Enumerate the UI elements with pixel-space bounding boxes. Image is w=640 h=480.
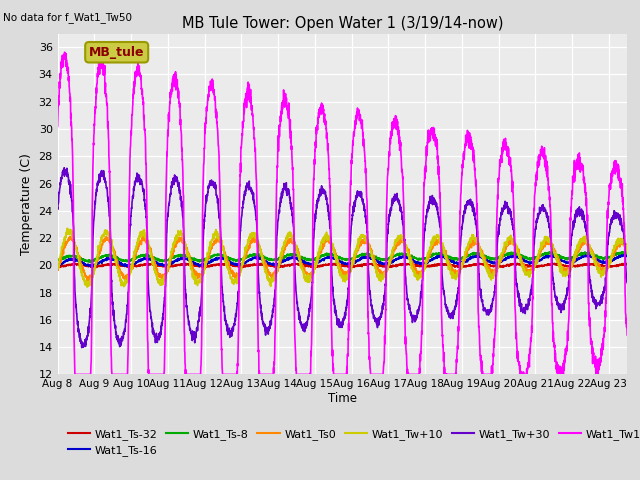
Wat1_Ts-32 xyxy=(93,264,100,270)
Wat1_Tw100 xyxy=(551,348,559,354)
Wat1_Ts-8 xyxy=(297,254,305,260)
Wat1_Ts-16 xyxy=(623,253,631,259)
Wat1_Tw+10 xyxy=(297,264,305,270)
Wat1_Tw+30 xyxy=(54,204,61,210)
Wat1_Tw+10 xyxy=(273,270,280,276)
Wat1_Ts-32 xyxy=(153,264,161,269)
Wat1_Ts-32 xyxy=(119,262,127,268)
Wat1_Tw+10 xyxy=(54,264,61,270)
Line: Wat1_Tw+10: Wat1_Tw+10 xyxy=(58,228,627,287)
Wat1_Tw+30 xyxy=(119,336,127,341)
Wat1_Ts0 xyxy=(623,248,631,254)
Wat1_Ts-32 xyxy=(297,262,305,267)
Wat1_Ts-8 xyxy=(623,251,631,257)
Line: Wat1_Ts0: Wat1_Ts0 xyxy=(58,236,627,281)
Line: Wat1_Tw+30: Wat1_Tw+30 xyxy=(58,168,627,348)
Legend: Wat1_Ts-32, Wat1_Ts-16, Wat1_Ts-8, Wat1_Ts0, Wat1_Tw+10, Wat1_Tw+30, Wat1_Tw100: Wat1_Ts-32, Wat1_Ts-16, Wat1_Ts-8, Wat1_… xyxy=(63,424,640,460)
Wat1_Tw100 xyxy=(54,123,61,129)
Wat1_Ts0 xyxy=(273,269,280,275)
Wat1_Ts0 xyxy=(119,272,127,277)
X-axis label: Time: Time xyxy=(328,392,357,405)
Wat1_Ts-16 xyxy=(297,258,305,264)
Wat1_Tw+30 xyxy=(273,247,280,252)
Wat1_Tw100 xyxy=(273,189,280,194)
Wat1_Ts-32 xyxy=(551,262,559,268)
Wat1_Ts0 xyxy=(551,250,559,256)
Text: MB_tule: MB_tule xyxy=(89,46,145,59)
Title: MB Tule Tower: Open Water 1 (3/19/14-now): MB Tule Tower: Open Water 1 (3/19/14-now… xyxy=(182,16,503,31)
Wat1_Tw+10 xyxy=(623,250,631,256)
Wat1_Tw+10 xyxy=(119,280,127,286)
Wat1_Tw100 xyxy=(153,372,161,377)
Wat1_Tw+30 xyxy=(623,280,631,286)
Wat1_Ts-16 xyxy=(125,264,132,270)
Wat1_Tw+30 xyxy=(78,345,86,350)
Wat1_Ts-32 xyxy=(513,261,521,266)
Wat1_Ts-16 xyxy=(273,262,280,268)
Line: Wat1_Ts-8: Wat1_Ts-8 xyxy=(58,252,627,263)
Wat1_Ts-32 xyxy=(612,264,620,269)
Wat1_Tw+30 xyxy=(612,210,620,216)
Wat1_Ts-16 xyxy=(551,254,559,260)
Wat1_Ts0 xyxy=(612,246,620,252)
Wat1_Ts-16 xyxy=(118,262,126,268)
Wat1_Ts0 xyxy=(83,278,91,284)
Wat1_Ts0 xyxy=(297,259,305,265)
Wat1_Ts-8 xyxy=(551,252,559,257)
Wat1_Tw+10 xyxy=(612,240,620,246)
Wat1_Tw+10 xyxy=(153,273,161,278)
Wat1_Ts-32 xyxy=(623,261,631,266)
Wat1_Tw100 xyxy=(297,372,305,377)
Wat1_Tw100 xyxy=(61,49,68,55)
Wat1_Ts-8 xyxy=(612,252,620,258)
Line: Wat1_Tw100: Wat1_Tw100 xyxy=(58,52,627,374)
Wat1_Tw100 xyxy=(612,168,620,173)
Wat1_Ts-16 xyxy=(612,254,620,260)
Wat1_Ts0 xyxy=(54,263,61,269)
Wat1_Tw+30 xyxy=(153,338,161,344)
Wat1_Tw100 xyxy=(119,372,127,377)
Wat1_Ts0 xyxy=(140,233,147,239)
Wat1_Tw+30 xyxy=(297,319,305,325)
Wat1_Tw+30 xyxy=(551,292,559,298)
Line: Wat1_Ts-32: Wat1_Ts-32 xyxy=(58,264,627,267)
Text: No data for f_Wat1_Tw50: No data for f_Wat1_Tw50 xyxy=(3,12,132,23)
Wat1_Ts-8 xyxy=(273,258,280,264)
Wat1_Ts-32 xyxy=(273,264,280,269)
Line: Wat1_Ts-16: Wat1_Ts-16 xyxy=(58,254,627,267)
Wat1_Tw+10 xyxy=(83,284,91,290)
Wat1_Ts-8 xyxy=(87,260,95,265)
Wat1_Ts-8 xyxy=(622,249,630,254)
Y-axis label: Temperature (C): Temperature (C) xyxy=(20,153,33,255)
Wat1_Ts-8 xyxy=(153,256,161,262)
Wat1_Ts0 xyxy=(153,267,161,273)
Wat1_Ts-16 xyxy=(54,263,61,268)
Wat1_Tw100 xyxy=(71,372,79,377)
Wat1_Tw100 xyxy=(623,332,631,338)
Wat1_Tw+10 xyxy=(63,226,71,231)
Wat1_Tw+30 xyxy=(60,165,68,170)
Wat1_Ts-8 xyxy=(54,257,61,263)
Wat1_Ts-32 xyxy=(54,264,61,269)
Wat1_Tw+10 xyxy=(551,250,559,255)
Wat1_Ts-8 xyxy=(119,257,127,263)
Wat1_Ts-16 xyxy=(153,260,161,265)
Wat1_Ts-16 xyxy=(584,252,591,257)
